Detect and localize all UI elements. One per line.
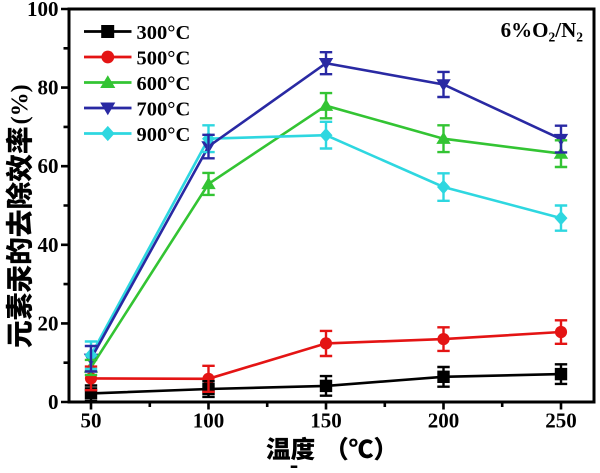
svg-text:600°C: 600°C — [137, 73, 191, 95]
svg-text:0: 0 — [48, 390, 59, 414]
svg-text:150: 150 — [310, 409, 342, 433]
svg-text:60: 60 — [38, 154, 59, 178]
svg-text:(%): (%) — [8, 84, 34, 124]
svg-text:50: 50 — [81, 409, 102, 433]
svg-text:40: 40 — [38, 233, 59, 257]
svg-text:200: 200 — [428, 409, 460, 433]
svg-text:900°C: 900°C — [137, 124, 191, 146]
svg-text:20: 20 — [38, 311, 59, 335]
svg-text:100: 100 — [27, 0, 59, 21]
svg-text:700°C: 700°C — [137, 98, 191, 120]
svg-text:80: 80 — [38, 76, 59, 100]
svg-text:300°C: 300°C — [137, 22, 191, 44]
svg-text:500°C: 500°C — [137, 47, 191, 69]
svg-text:250: 250 — [545, 409, 577, 433]
svg-text:6%O2/N2: 6%O2/N2 — [501, 18, 584, 45]
svg-text:100: 100 — [193, 409, 225, 433]
